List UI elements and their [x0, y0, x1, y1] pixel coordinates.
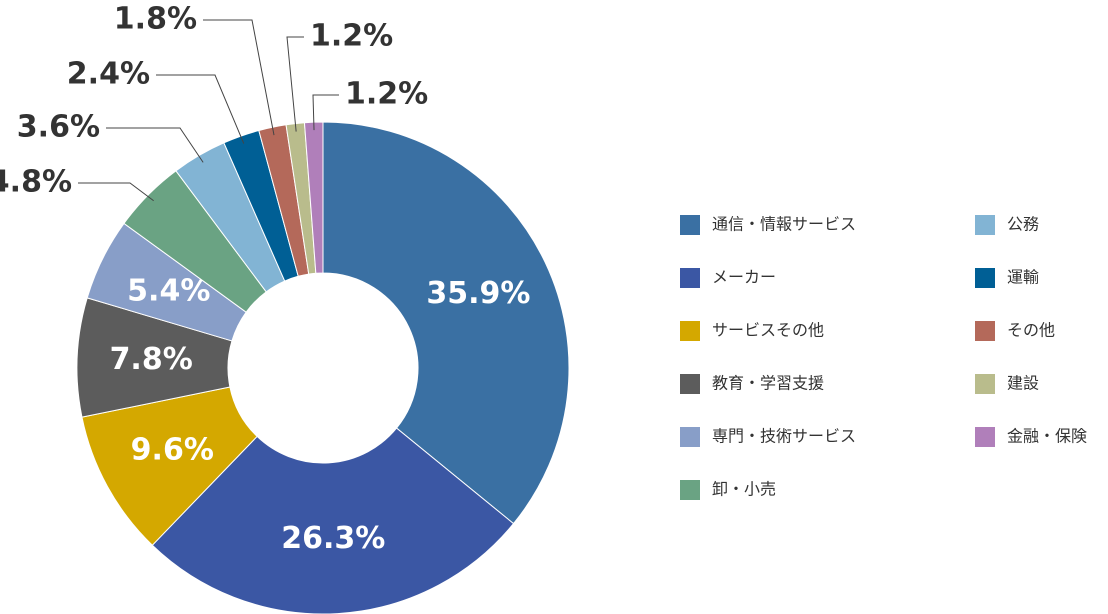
legend-swatch — [975, 215, 995, 235]
legend-label: 金融・保険 — [1007, 427, 1087, 446]
legend-label: 教育・学習支援 — [712, 374, 824, 393]
leader-line — [286, 36, 304, 132]
value-label: 3.6% — [17, 110, 100, 145]
legend-swatch — [975, 321, 995, 341]
legend-label: 運輸 — [1007, 268, 1039, 287]
value-label: 4.8% — [0, 165, 72, 200]
legend-label: メーカー — [712, 268, 776, 287]
value-label: 2.4% — [67, 57, 150, 92]
legend-label: 卸・小売 — [712, 480, 776, 499]
value-label: 35.9% — [426, 276, 530, 311]
value-label: 1.2% — [345, 77, 428, 112]
leader-line — [78, 182, 154, 202]
value-label: 1.8% — [114, 2, 197, 37]
legend-swatch — [680, 374, 700, 394]
legend-swatch — [975, 427, 995, 447]
donut-slice — [322, 121, 570, 525]
legend-swatch — [680, 480, 700, 500]
value-label: 7.8% — [110, 342, 193, 377]
value-label: 1.2% — [310, 19, 393, 54]
legend-label: 専門・技術サービス — [712, 427, 856, 446]
legend-swatch — [680, 427, 700, 447]
leader-line — [106, 127, 204, 163]
donut-slice — [151, 427, 515, 614]
value-label: 9.6% — [131, 432, 214, 467]
legend-label: その他 — [1007, 321, 1055, 340]
legend-swatch — [975, 374, 995, 394]
legend-label: サービスその他 — [712, 321, 824, 340]
legend-swatch — [680, 215, 700, 235]
leader-line — [203, 19, 275, 136]
legend-label: 公務 — [1007, 215, 1039, 234]
legend-label: 通信・情報サービス — [712, 215, 856, 234]
leader-line — [312, 94, 339, 131]
legend-label: 建設 — [1007, 374, 1039, 393]
legend-swatch — [680, 321, 700, 341]
value-label: 5.4% — [127, 273, 210, 308]
donut-slice — [303, 121, 324, 274]
value-label: 26.3% — [281, 521, 385, 556]
legend-swatch — [975, 268, 995, 288]
leader-line — [156, 74, 245, 144]
legend-swatch — [680, 268, 700, 288]
